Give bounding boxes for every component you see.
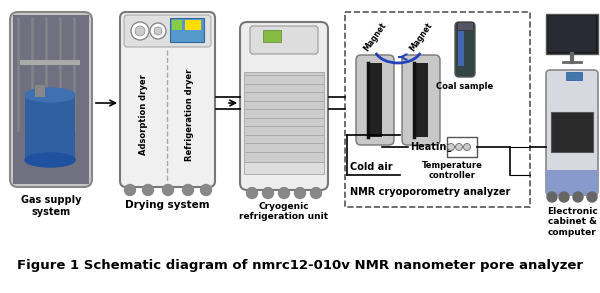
- FancyBboxPatch shape: [546, 70, 598, 195]
- Text: Figure 1 Schematic diagram of nmrc12-010v NMR nanometer pore analyzer: Figure 1 Schematic diagram of nmrc12-010…: [17, 258, 583, 272]
- Circle shape: [182, 185, 193, 195]
- Bar: [368, 63, 382, 137]
- FancyBboxPatch shape: [120, 12, 215, 187]
- Bar: [345, 12, 530, 207]
- Bar: [172, 20, 182, 30]
- Circle shape: [573, 192, 583, 202]
- Circle shape: [295, 188, 305, 198]
- Circle shape: [154, 27, 162, 35]
- Bar: [414, 63, 428, 137]
- Circle shape: [559, 192, 569, 202]
- Bar: [546, 170, 598, 195]
- Circle shape: [143, 185, 154, 195]
- Text: Magnet: Magnet: [408, 21, 434, 53]
- Circle shape: [247, 188, 257, 198]
- FancyBboxPatch shape: [356, 55, 394, 145]
- Text: NMR cryoporometry analyzer: NMR cryoporometry analyzer: [350, 187, 511, 197]
- Bar: [551, 112, 593, 152]
- Circle shape: [263, 188, 274, 198]
- Circle shape: [125, 185, 136, 195]
- FancyBboxPatch shape: [402, 55, 440, 145]
- Circle shape: [131, 22, 149, 40]
- Text: Gas supply
system: Gas supply system: [21, 195, 81, 217]
- Bar: [20, 60, 80, 65]
- Text: Coal sample: Coal sample: [436, 82, 494, 91]
- Ellipse shape: [25, 153, 75, 167]
- FancyBboxPatch shape: [124, 15, 211, 47]
- FancyBboxPatch shape: [250, 26, 318, 54]
- Text: Adsorption dryer: Adsorption dryer: [139, 74, 148, 156]
- Text: Cold air: Cold air: [350, 162, 392, 172]
- Text: Electronic
cabinet &
computer: Electronic cabinet & computer: [547, 207, 598, 237]
- Circle shape: [464, 144, 470, 151]
- Bar: [457, 22, 473, 30]
- Bar: [170, 18, 204, 42]
- Bar: [35, 85, 45, 97]
- Ellipse shape: [25, 88, 75, 102]
- Circle shape: [150, 23, 166, 39]
- Bar: [13, 15, 89, 184]
- Bar: [263, 30, 281, 42]
- Bar: [548, 16, 596, 52]
- Bar: [566, 72, 582, 80]
- Text: Refrigeration dryer: Refrigeration dryer: [185, 69, 194, 161]
- Bar: [25, 95, 75, 160]
- FancyBboxPatch shape: [455, 22, 475, 77]
- Bar: [447, 137, 477, 157]
- Text: Heating: Heating: [410, 142, 454, 152]
- Bar: [185, 20, 201, 30]
- Bar: [458, 31, 464, 66]
- Circle shape: [311, 188, 322, 198]
- Circle shape: [587, 192, 597, 202]
- Circle shape: [135, 26, 145, 36]
- Circle shape: [547, 192, 557, 202]
- Circle shape: [278, 188, 290, 198]
- Circle shape: [200, 185, 212, 195]
- Circle shape: [455, 144, 463, 151]
- Bar: [244, 72, 324, 162]
- Text: Drying system: Drying system: [125, 200, 209, 210]
- Circle shape: [448, 144, 455, 151]
- Text: Temperature
controller: Temperature controller: [422, 161, 482, 180]
- Circle shape: [163, 185, 173, 195]
- Bar: [244, 162, 324, 174]
- FancyBboxPatch shape: [240, 22, 328, 190]
- FancyBboxPatch shape: [10, 12, 92, 187]
- Text: Cryogenic
refrigeration unit: Cryogenic refrigeration unit: [239, 202, 329, 222]
- Text: Magnet: Magnet: [362, 21, 388, 53]
- Bar: [546, 14, 598, 54]
